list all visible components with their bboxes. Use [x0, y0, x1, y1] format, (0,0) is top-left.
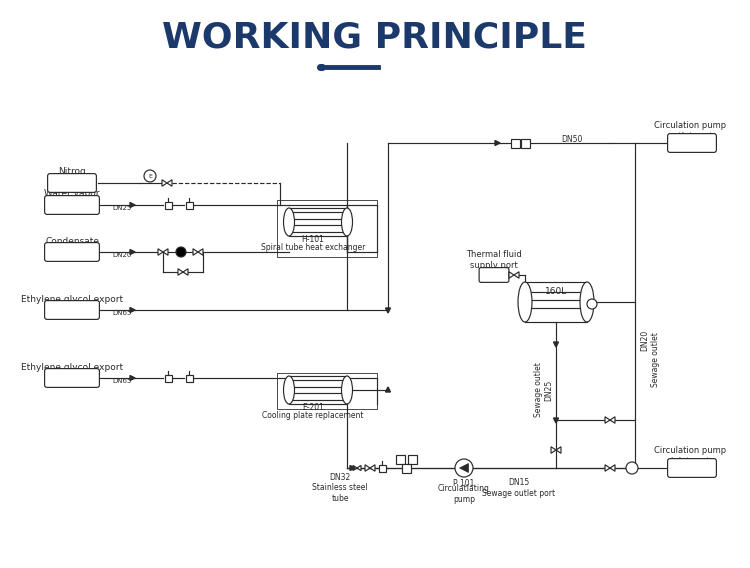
Text: H-101: H-101	[302, 236, 325, 244]
Polygon shape	[386, 308, 391, 313]
Text: DN65: DN65	[112, 378, 131, 384]
Bar	[511, 139, 520, 148]
Polygon shape	[514, 272, 519, 278]
Polygon shape	[370, 465, 375, 471]
Bar	[401, 463, 410, 473]
FancyBboxPatch shape	[668, 458, 716, 477]
Bar	[289, 376, 347, 404]
Circle shape	[176, 247, 186, 257]
Text: Water vapor: Water vapor	[44, 190, 100, 198]
FancyBboxPatch shape	[47, 174, 97, 193]
FancyBboxPatch shape	[44, 369, 100, 387]
Circle shape	[587, 299, 597, 309]
Polygon shape	[554, 418, 559, 423]
FancyBboxPatch shape	[44, 300, 100, 319]
Polygon shape	[130, 249, 135, 254]
Polygon shape	[163, 249, 168, 255]
Polygon shape	[193, 249, 198, 255]
Text: Ethylene glycol export: Ethylene glycol export	[21, 362, 123, 371]
Text: DN50: DN50	[561, 135, 583, 144]
Text: Circulation pump
inlet port: Circulation pump inlet port	[654, 446, 726, 466]
Circle shape	[144, 170, 156, 182]
FancyBboxPatch shape	[668, 133, 716, 152]
Text: DN25: DN25	[112, 205, 131, 211]
Bar	[185, 374, 193, 382]
Text: DN20: DN20	[112, 252, 131, 258]
Text: Condensate: Condensate	[45, 236, 99, 245]
Polygon shape	[167, 179, 172, 186]
Text: DN32
Stainless steel
tube: DN32 Stainless steel tube	[312, 473, 368, 503]
Polygon shape	[198, 249, 203, 255]
Polygon shape	[158, 249, 163, 255]
Bar	[379, 465, 386, 471]
Polygon shape	[130, 307, 135, 312]
Ellipse shape	[284, 376, 295, 404]
Bar	[395, 454, 404, 463]
FancyBboxPatch shape	[44, 243, 100, 261]
Text: Thermal fluid
supply port: Thermal fluid supply port	[466, 250, 522, 270]
Ellipse shape	[341, 208, 352, 236]
Text: E: E	[148, 173, 152, 178]
Polygon shape	[460, 463, 469, 473]
Ellipse shape	[341, 376, 352, 404]
Text: Cooling plate replacement: Cooling plate replacement	[262, 411, 364, 420]
Text: Circulation pump
outlet port: Circulation pump outlet port	[654, 122, 726, 141]
Bar	[525, 282, 587, 322]
Polygon shape	[554, 342, 559, 347]
Polygon shape	[605, 465, 610, 471]
Circle shape	[626, 462, 638, 474]
Bar	[164, 374, 172, 382]
Bar	[277, 200, 377, 257]
Polygon shape	[605, 417, 610, 423]
Bar	[520, 139, 530, 148]
Polygon shape	[405, 466, 410, 470]
Bar	[407, 454, 416, 463]
Text: 160L: 160L	[544, 287, 567, 296]
Polygon shape	[551, 447, 556, 453]
Polygon shape	[386, 387, 391, 392]
Polygon shape	[130, 375, 135, 381]
Ellipse shape	[580, 282, 594, 322]
Polygon shape	[178, 269, 183, 275]
Text: Sewage outlet: Sewage outlet	[650, 332, 659, 387]
Bar	[185, 202, 193, 208]
Bar	[164, 202, 172, 208]
Polygon shape	[350, 466, 355, 470]
Text: Circulatlating
pump: Circulatlating pump	[438, 485, 490, 504]
Text: DN15
Sewage outlet port: DN15 Sewage outlet port	[482, 478, 556, 498]
Ellipse shape	[284, 208, 295, 236]
Text: WORKING PRINCIPLE: WORKING PRINCIPLE	[163, 20, 587, 54]
Polygon shape	[556, 447, 561, 453]
Polygon shape	[162, 179, 167, 186]
Polygon shape	[183, 269, 188, 275]
Text: DN20: DN20	[640, 329, 650, 350]
Polygon shape	[353, 465, 357, 471]
Polygon shape	[509, 272, 514, 278]
Polygon shape	[610, 465, 615, 471]
Text: P 101: P 101	[453, 479, 475, 488]
Polygon shape	[495, 140, 500, 145]
Text: DN65: DN65	[112, 310, 131, 316]
Polygon shape	[610, 417, 615, 423]
Polygon shape	[357, 465, 361, 471]
Text: Sewage outlet
DN25: Sewage outlet DN25	[534, 362, 554, 417]
Polygon shape	[130, 203, 135, 207]
FancyBboxPatch shape	[479, 268, 509, 282]
Circle shape	[455, 459, 473, 477]
Bar	[277, 373, 377, 409]
Text: E-201: E-201	[302, 403, 324, 412]
Ellipse shape	[518, 282, 532, 322]
Polygon shape	[365, 465, 370, 471]
Text: Ethylene glycol export: Ethylene glycol export	[21, 294, 123, 303]
Text: Spiral tube heat exchanger: Spiral tube heat exchanger	[261, 243, 365, 252]
Text: Nitrog: Nitrog	[58, 168, 86, 177]
Bar	[289, 208, 347, 236]
FancyBboxPatch shape	[44, 195, 100, 214]
